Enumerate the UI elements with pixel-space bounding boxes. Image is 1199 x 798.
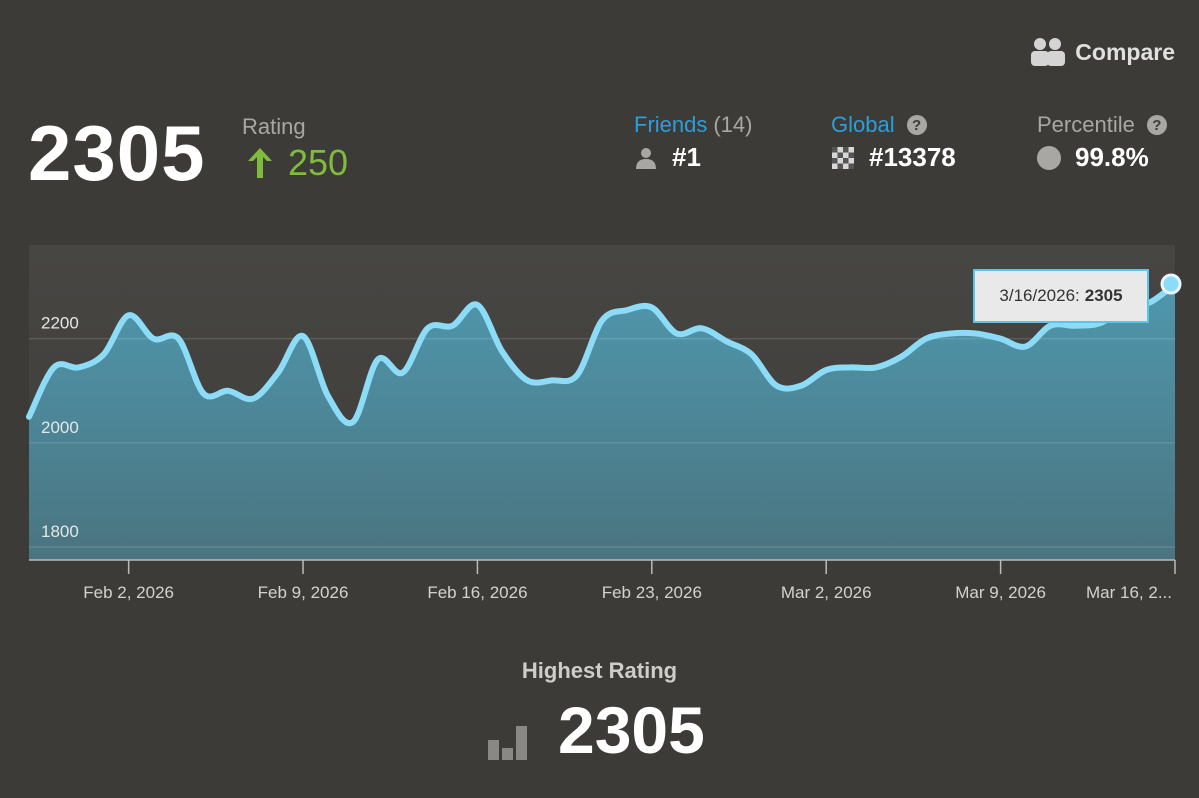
rating-change: 250 (244, 142, 348, 184)
x-tick-label: Feb 9, 2026 (258, 583, 349, 602)
circle-icon (1037, 145, 1061, 170)
x-tick-label: Mar 9, 2026 (955, 583, 1046, 602)
friends-count: (14) (713, 112, 753, 137)
percentile-value: 99.8% (1075, 142, 1149, 172)
highest-rating: 2305 (486, 692, 705, 768)
percentile-stat: Percentile ? 99.8% (1037, 112, 1167, 173)
highest-rating-value: 2305 (558, 693, 705, 767)
tooltip-value: 2305 (1084, 286, 1123, 305)
rating-chart[interactable]: 2200 2000 1800 Feb 2, 2026 Feb 9, 2026 Feb 16… (0, 240, 1199, 615)
x-tick-label: Mar 16, 2... (1086, 583, 1172, 602)
friends-stat: Friends (14) #1 (634, 112, 752, 173)
rating-area (29, 284, 1175, 560)
rating-point (1160, 273, 1182, 295)
tooltip-date: 3/16/2026: (999, 286, 1080, 305)
y-tick-label: 1800 (41, 522, 79, 541)
arrow-up-icon (248, 148, 272, 178)
help-icon[interactable]: ? (906, 115, 927, 135)
users-icon (1031, 38, 1066, 66)
y-tick-label: 2000 (41, 418, 79, 437)
rating-line (26, 281, 1178, 427)
help-icon[interactable]: ? (1146, 115, 1167, 135)
checkered-icon (832, 146, 854, 169)
x-tick-label: Feb 16, 2026 (427, 583, 527, 602)
global-stat: Global ? #13378 (831, 112, 956, 173)
x-tick-label: Feb 2, 2026 (83, 583, 174, 602)
compare-label: Compare (1075, 38, 1175, 65)
x-tick-label: Mar 2, 2026 (781, 583, 872, 602)
friends-link[interactable]: Friends (634, 112, 708, 137)
x-tick-label: Feb 23, 2026 (602, 583, 702, 602)
rating-change-value: 250 (288, 142, 349, 183)
rating-label: Rating (242, 114, 306, 139)
bar-chart-icon (488, 726, 527, 760)
global-rank: #13378 (869, 142, 956, 172)
chart-tooltip: 3/16/2026: 2305 (973, 269, 1149, 323)
compare-button[interactable]: Compare (1029, 36, 1175, 68)
person-icon (636, 147, 656, 169)
percentile-label: Percentile (1037, 112, 1135, 137)
friends-rank: #1 (672, 142, 701, 172)
y-tick-label: 2200 (41, 314, 79, 333)
highest-rating-label: Highest Rating (521, 658, 678, 683)
global-link[interactable]: Global (831, 112, 895, 137)
current-rating: 2305 (28, 109, 206, 197)
